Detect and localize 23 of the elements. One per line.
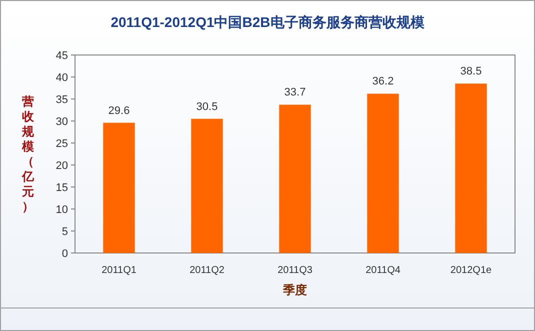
y-tick-label: 5 bbox=[62, 226, 68, 238]
y-tick-label: 30 bbox=[56, 116, 68, 128]
data-label: 33.7 bbox=[284, 86, 306, 99]
y-axis-title: 营收规模（亿元） bbox=[21, 94, 35, 214]
y-tick-label: 40 bbox=[56, 72, 68, 84]
x-tick-label: 2012Q1e bbox=[450, 265, 492, 276]
data-label: 30.5 bbox=[196, 100, 218, 113]
y-tick-label: 15 bbox=[56, 182, 68, 194]
data-label: 36.2 bbox=[372, 76, 394, 88]
y-tick-label: 25 bbox=[56, 138, 68, 150]
x-tick-label: 2011Q2 bbox=[190, 265, 225, 276]
data-label: 38.5 bbox=[460, 66, 482, 78]
y-tick-label: 0 bbox=[62, 248, 68, 260]
y-tick-label: 20 bbox=[56, 160, 68, 172]
y-tick-label: 45 bbox=[56, 50, 68, 62]
x-tick-label: 2011Q3 bbox=[278, 265, 313, 276]
x-tick-label: 2011Q4 bbox=[366, 265, 401, 276]
data-label: 29.6 bbox=[108, 104, 130, 117]
y-tick-label: 35 bbox=[56, 94, 68, 106]
y-tick-label: 10 bbox=[56, 204, 68, 216]
chart-title: 2011Q1-2012Q1中国B2B电子商务服务商营收规模 bbox=[110, 14, 426, 30]
x-tick-label: 2011Q1 bbox=[102, 265, 137, 276]
x-axis-title: 季度 bbox=[282, 283, 307, 297]
